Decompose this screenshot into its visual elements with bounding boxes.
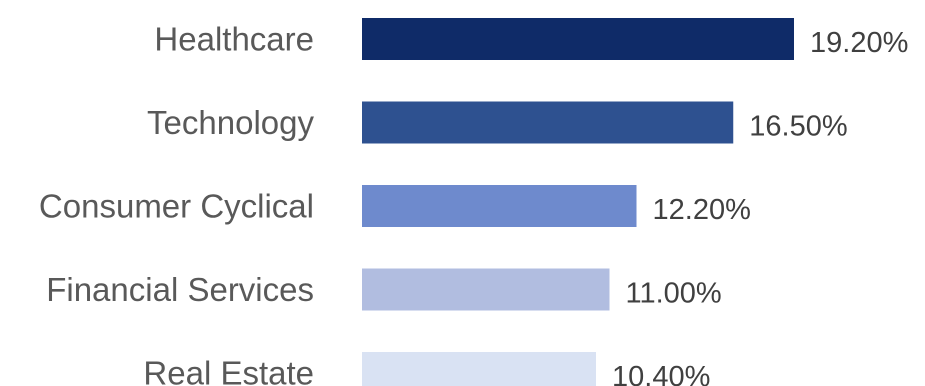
bar-real-estate [362, 352, 596, 386]
bar-consumer-cyclical [362, 185, 637, 227]
bar-financial-services [362, 268, 610, 311]
value-label: 16.50% [749, 111, 847, 143]
category-label: Real Estate [143, 355, 314, 386]
value-label: 11.00% [626, 278, 722, 310]
value-label: 19.20% [810, 27, 908, 59]
category-label: Technology [147, 104, 314, 141]
category-labels-group: Healthcare Technology Consumer Cyclical Fin… [39, 21, 315, 386]
value-label: 12.20% [653, 194, 751, 226]
bars-group [362, 18, 794, 386]
bar-healthcare [362, 18, 794, 60]
value-labels-group: 19.20% 16.50% 12.20% 11.00% 10.40% [612, 27, 908, 386]
category-label: Consumer Cyclical [39, 188, 314, 225]
category-label: Financial Services [46, 271, 314, 308]
bar-technology [362, 101, 734, 144]
value-label: 10.40% [612, 361, 710, 386]
category-label: Healthcare [154, 21, 314, 58]
